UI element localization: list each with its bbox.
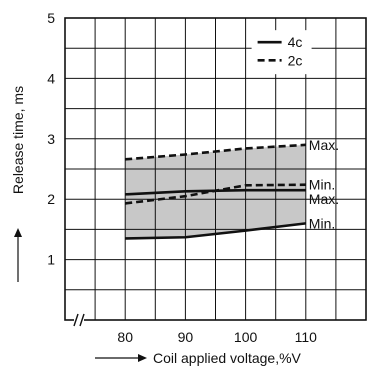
series-annotation: Min. bbox=[309, 177, 335, 193]
legend-background bbox=[251, 30, 312, 75]
axis-break-gap bbox=[74, 312, 84, 328]
series-annotation: Max. bbox=[309, 191, 339, 207]
plot-frame bbox=[64, 17, 367, 321]
y-axis-label: Release time, ms bbox=[10, 86, 26, 194]
legend-label-4c: 4c bbox=[288, 34, 303, 50]
axis-break-mark bbox=[79, 313, 85, 327]
x-axis-arrowhead bbox=[138, 354, 147, 362]
legend-label-2c: 2c bbox=[288, 52, 303, 68]
series-line-2c-min bbox=[125, 183, 306, 205]
x-tick-label: 110 bbox=[295, 329, 318, 345]
series-annotation: Max. bbox=[309, 137, 339, 153]
y-tick-label: 2 bbox=[47, 191, 55, 207]
x-axis-label: Coil applied voltage,%V bbox=[153, 350, 302, 366]
axis-layer bbox=[64, 17, 367, 328]
series-annotation: Min. bbox=[309, 215, 335, 231]
series-line-4c-min bbox=[125, 222, 306, 240]
label-layer: 80 90 100 110 1 2 3 4 5 Coil applied voltage,%V Re… bbox=[10, 10, 339, 366]
axis-break-mark bbox=[73, 313, 79, 327]
y-tick-label: 3 bbox=[47, 131, 55, 147]
x-tick-label: 90 bbox=[178, 329, 194, 345]
y-tick-label: 4 bbox=[47, 70, 55, 86]
y-tick-label: 5 bbox=[47, 10, 55, 26]
x-tick-label: 100 bbox=[234, 329, 258, 345]
x-tick-label: 80 bbox=[117, 329, 133, 345]
series-layer bbox=[125, 143, 306, 240]
y-axis-arrowhead bbox=[14, 228, 22, 237]
series-line-2c-max bbox=[125, 143, 306, 161]
y-tick-label: 1 bbox=[47, 252, 55, 268]
y-axis-title-group: Release time, ms bbox=[10, 86, 26, 282]
